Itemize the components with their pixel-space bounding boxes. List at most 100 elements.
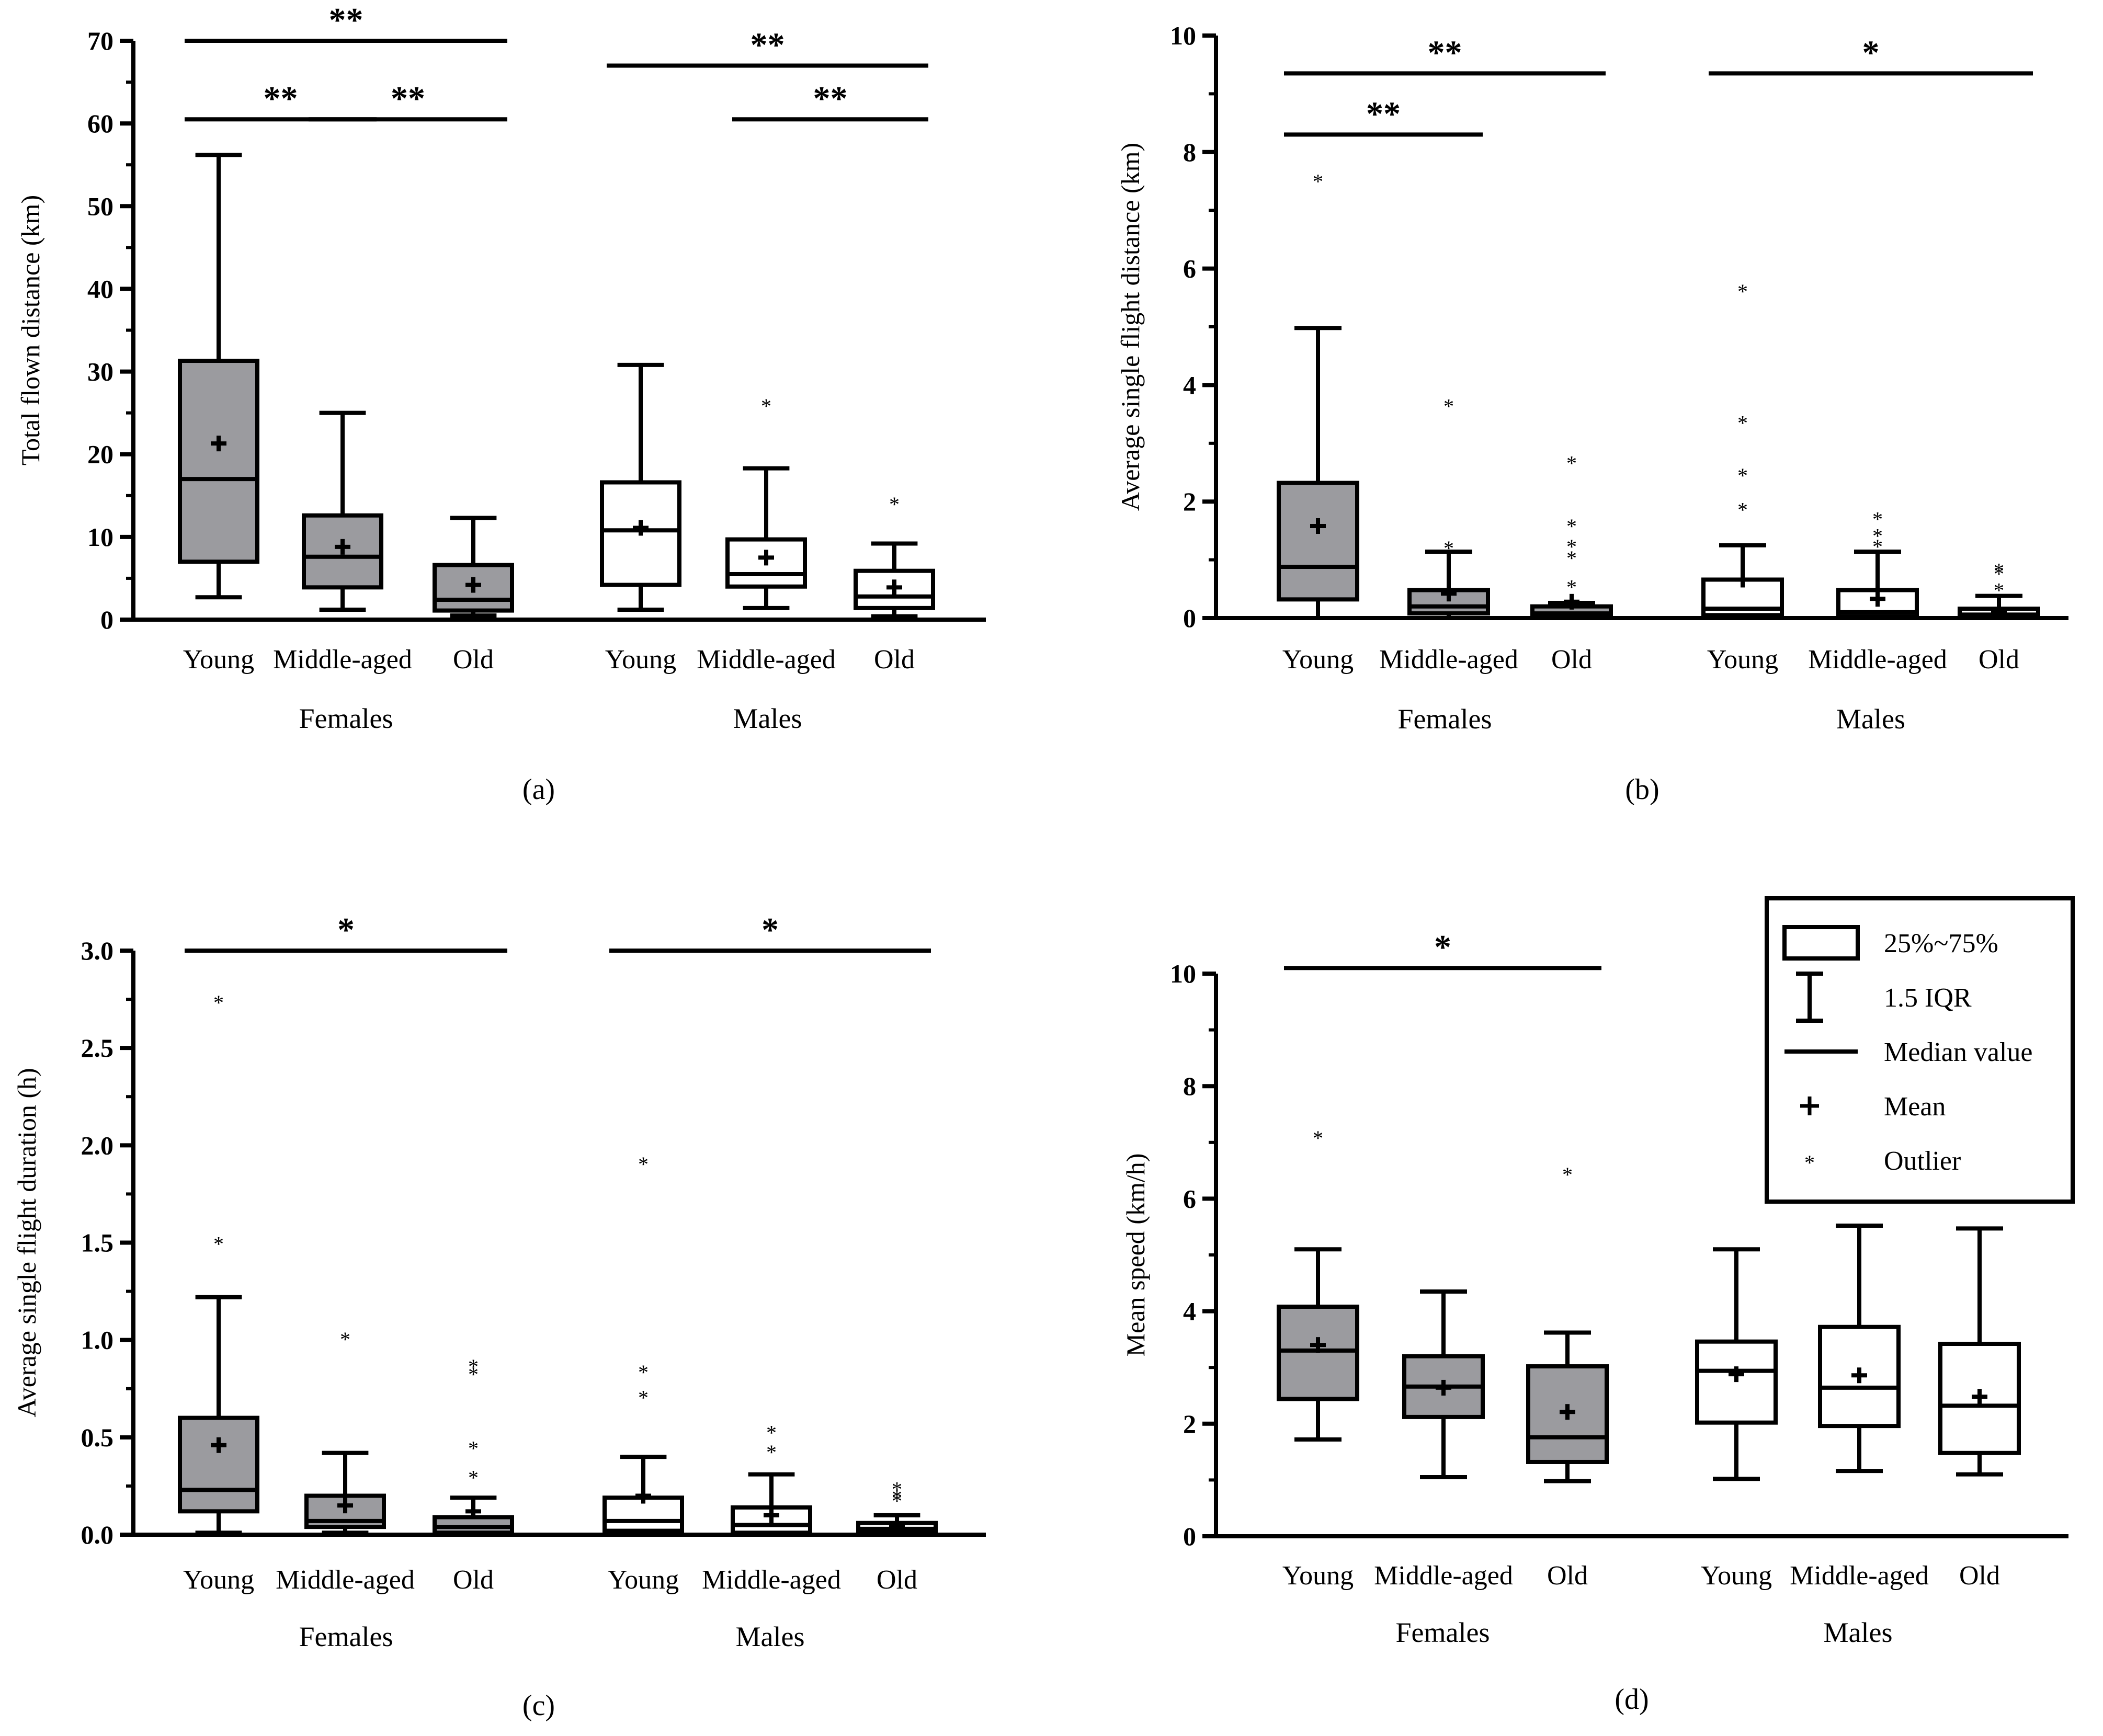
significance-label: ** bbox=[1366, 95, 1401, 133]
significance-label: ** bbox=[329, 1, 363, 39]
category-label: Middle-aged bbox=[697, 645, 836, 675]
y-tick-label: 2.0 bbox=[81, 1130, 114, 1160]
box-females-middle-aged bbox=[302, 410, 383, 612]
y-tick-label: 2.5 bbox=[81, 1033, 114, 1063]
category-label: Young bbox=[1282, 645, 1354, 675]
outlier-point: * bbox=[1562, 1163, 1573, 1186]
y-tick-label: 0 bbox=[1183, 1522, 1196, 1551]
category-label: Young bbox=[183, 1565, 254, 1595]
y-tick-label: 0 bbox=[1183, 603, 1196, 633]
iqr-box bbox=[1277, 1304, 1359, 1401]
outlier-point: * bbox=[1737, 280, 1748, 303]
outlier-point: * bbox=[638, 1152, 649, 1176]
box-males-young bbox=[1695, 1247, 1778, 1481]
box-females-middle-aged: ** bbox=[1407, 394, 1490, 620]
group-label: Females bbox=[299, 703, 393, 734]
outlier-point: * bbox=[1994, 562, 2004, 586]
box-males-old: *** bbox=[856, 1478, 938, 1537]
box-males-middle-aged: *** bbox=[1836, 507, 1919, 620]
iqr-box bbox=[1277, 481, 1359, 602]
group-label: Males bbox=[736, 1621, 805, 1652]
panel-c: 0.0 0.5 1.0 1.5 2.0 2.5 3.0 Average single flig… bbox=[12, 911, 986, 1722]
outlier-point: * bbox=[1994, 558, 2004, 582]
outlier-point: * bbox=[1737, 412, 1748, 435]
panel-label: (d) bbox=[1615, 1683, 1649, 1716]
outlier-point: * bbox=[468, 1355, 479, 1378]
iqr-box bbox=[1695, 1339, 1778, 1425]
category-label: Young bbox=[608, 1565, 679, 1595]
category-label: Old bbox=[1979, 645, 2019, 675]
group-label: Males bbox=[1824, 1617, 1893, 1648]
box-males-old bbox=[1938, 1226, 2021, 1477]
outlier-point: * bbox=[1872, 507, 1883, 531]
legend-label: Outlier bbox=[1884, 1146, 1961, 1176]
outlier-point: * bbox=[213, 991, 224, 1014]
box-females-old: **** bbox=[433, 1355, 514, 1537]
category-label: Middle-aged bbox=[1790, 1561, 1929, 1591]
outlier-point: * bbox=[766, 1421, 777, 1445]
legend-label: 1.5 IQR bbox=[1884, 983, 1972, 1013]
outlier-point: * bbox=[1443, 536, 1454, 560]
outlier-point: * bbox=[1737, 464, 1748, 487]
y-tick-label: 20 bbox=[87, 440, 113, 469]
category-label: Old bbox=[1551, 645, 1592, 675]
y-tick-label: 70 bbox=[87, 26, 113, 55]
iqr-box bbox=[178, 359, 259, 564]
y-tick-label: 40 bbox=[87, 274, 113, 303]
box-females-old: * bbox=[1526, 1163, 1609, 1483]
box-females-young bbox=[178, 153, 259, 600]
outlier-point: * bbox=[1737, 498, 1748, 522]
outlier-point: * bbox=[468, 1363, 479, 1386]
panel-a: 0 10 20 30 40 50 60 70 Total flown distance (km)… bbox=[16, 1, 986, 806]
legend-label: Mean bbox=[1884, 1092, 1946, 1122]
category-label: Old bbox=[453, 1565, 494, 1595]
outlier-point: * bbox=[892, 1478, 902, 1501]
outlier-point: * bbox=[1443, 394, 1454, 418]
y-tick-label: 10 bbox=[1170, 959, 1196, 988]
y-tick-label: 6 bbox=[1183, 1184, 1196, 1213]
y-tick-label: 50 bbox=[87, 191, 113, 221]
box-females-middle-aged bbox=[1402, 1289, 1485, 1480]
significance-label: ** bbox=[813, 79, 848, 118]
outlier-point: * bbox=[1994, 578, 2004, 602]
iqr-box bbox=[178, 1415, 259, 1514]
outlier-point: * bbox=[1566, 535, 1577, 558]
outlier-point: * bbox=[638, 1386, 649, 1410]
category-label: Middle-aged bbox=[273, 645, 412, 675]
category-label: Young bbox=[605, 645, 676, 675]
panel-label: (a) bbox=[522, 773, 555, 806]
outlier-point: * bbox=[889, 493, 900, 516]
box-females-young: * bbox=[1277, 169, 1359, 620]
group-label: Males bbox=[1836, 703, 1905, 735]
category-label: Middle-aged bbox=[1808, 645, 1947, 675]
box-females-middle-aged: * bbox=[304, 1328, 386, 1535]
outlier-point: * bbox=[1872, 535, 1883, 558]
y-axis-label: Average single flight duration (h) bbox=[12, 1068, 41, 1417]
box-females-old: ***** bbox=[1530, 451, 1613, 620]
y-tick-label: 2 bbox=[1183, 487, 1196, 516]
y-tick-label: 0.5 bbox=[81, 1423, 114, 1452]
y-tick-label: 60 bbox=[87, 109, 113, 138]
box-males-old: * bbox=[854, 493, 935, 619]
category-label: Old bbox=[874, 645, 915, 675]
legend-label: Median value bbox=[1884, 1037, 2032, 1067]
outlier-point: * bbox=[766, 1441, 777, 1464]
group-label: Females bbox=[299, 1621, 393, 1652]
category-label: Old bbox=[453, 645, 494, 675]
significance-label: * bbox=[1434, 928, 1451, 966]
category-label: Middle-aged bbox=[1379, 645, 1518, 675]
box-males-young bbox=[600, 362, 681, 612]
box-males-middle-aged: * bbox=[725, 394, 807, 610]
outlier-point: * bbox=[1566, 451, 1577, 475]
category-label: Middle-aged bbox=[1374, 1561, 1513, 1591]
iqr-box bbox=[1526, 1364, 1609, 1464]
y-axis-label: Average single flight distance (km) bbox=[1116, 143, 1145, 511]
outlier-point: * bbox=[468, 1466, 479, 1489]
outlier-point: * bbox=[892, 1489, 902, 1513]
box-males-old: *** bbox=[1958, 558, 2040, 620]
box-females-old bbox=[433, 516, 514, 618]
category-label: Young bbox=[1701, 1561, 1772, 1591]
category-label: Old bbox=[1959, 1561, 2000, 1591]
y-tick-label: 1.0 bbox=[81, 1326, 114, 1355]
